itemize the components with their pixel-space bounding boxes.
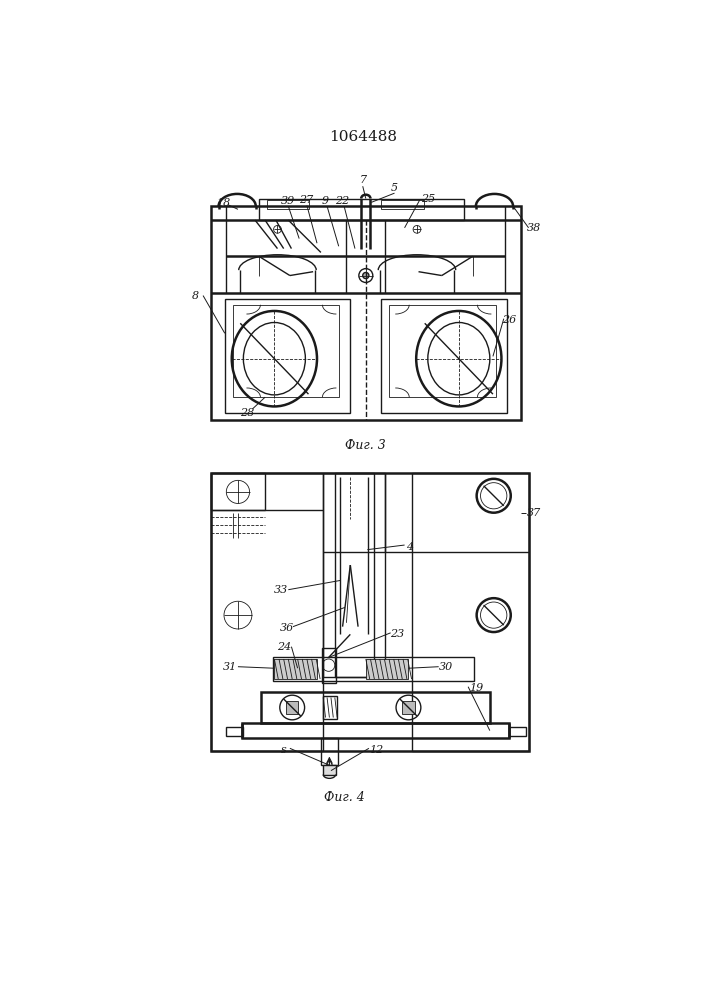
Text: 18: 18 xyxy=(216,198,230,208)
Bar xyxy=(211,473,529,751)
Text: 23: 23 xyxy=(390,629,404,639)
Bar xyxy=(226,727,243,736)
Text: 37: 37 xyxy=(527,508,541,518)
Text: Фиг. 3: Фиг. 3 xyxy=(346,439,386,452)
Bar xyxy=(225,299,351,413)
Text: 9: 9 xyxy=(322,196,329,206)
Bar xyxy=(323,696,337,719)
Text: 36: 36 xyxy=(280,623,294,633)
Text: 31: 31 xyxy=(223,662,238,672)
Bar xyxy=(211,473,265,510)
Bar xyxy=(381,200,424,209)
Bar xyxy=(274,659,317,679)
Text: 7: 7 xyxy=(359,175,366,185)
Bar xyxy=(267,200,309,209)
Text: 25: 25 xyxy=(421,194,435,204)
Bar xyxy=(233,305,339,397)
Circle shape xyxy=(363,272,369,279)
Bar xyxy=(211,473,323,751)
Text: 12: 12 xyxy=(370,745,384,755)
Bar xyxy=(412,473,529,751)
Text: 26: 26 xyxy=(502,315,516,325)
Bar xyxy=(509,727,526,736)
Bar xyxy=(259,199,464,220)
Text: 19: 19 xyxy=(469,683,483,693)
Bar xyxy=(242,723,509,738)
Bar xyxy=(381,299,507,413)
Text: 28: 28 xyxy=(240,408,255,418)
Bar xyxy=(402,701,414,714)
Bar xyxy=(321,738,338,765)
Text: 1064488: 1064488 xyxy=(329,130,397,144)
Text: 39: 39 xyxy=(281,196,295,206)
Text: 38: 38 xyxy=(527,223,541,233)
Bar xyxy=(323,473,385,677)
Bar xyxy=(366,659,409,679)
Text: 8: 8 xyxy=(192,291,199,301)
Bar xyxy=(286,701,298,714)
Bar xyxy=(211,206,521,420)
Text: 4: 4 xyxy=(407,542,414,552)
Text: 30: 30 xyxy=(439,662,454,672)
Text: s: s xyxy=(281,745,286,755)
Bar xyxy=(322,648,336,683)
Text: 22: 22 xyxy=(334,196,349,206)
Bar xyxy=(389,305,496,397)
Bar xyxy=(335,473,373,677)
Text: 24: 24 xyxy=(277,642,291,652)
Text: Фиг. 4: Фиг. 4 xyxy=(324,791,365,804)
Text: 5: 5 xyxy=(391,183,398,193)
Bar xyxy=(323,765,336,774)
Text: 27: 27 xyxy=(299,195,313,205)
Bar xyxy=(261,692,490,723)
Text: 33: 33 xyxy=(274,585,288,595)
Bar xyxy=(273,657,474,681)
